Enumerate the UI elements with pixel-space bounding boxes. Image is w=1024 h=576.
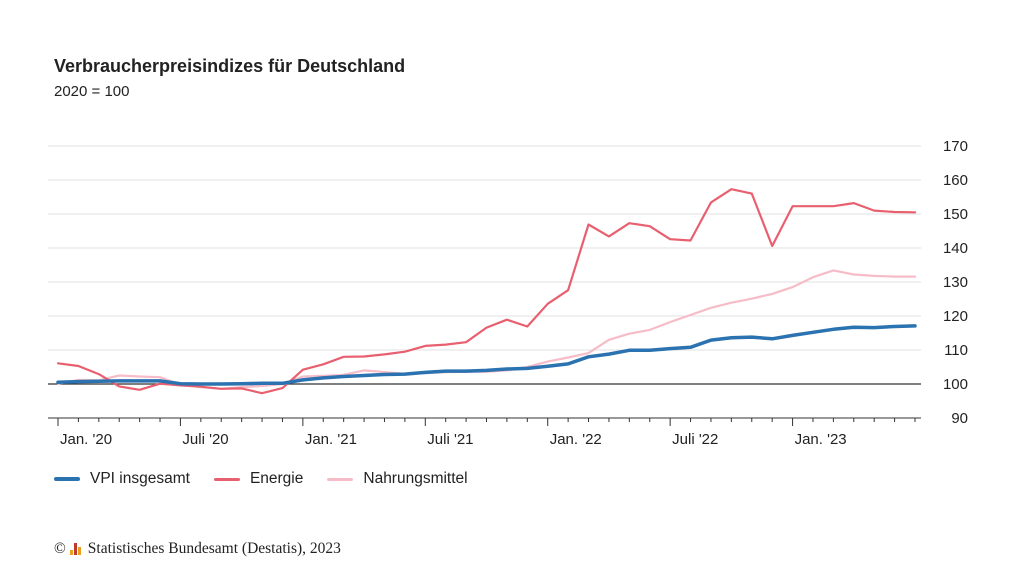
y-axis: 90 100 110 120 130 140 150 160 170 — [943, 138, 968, 427]
legend-label-nahrungsmittel: Nahrungsmittel — [363, 470, 468, 487]
x-tick-label: Jan. '21 — [305, 431, 357, 448]
copyright-symbol: © — [54, 540, 66, 557]
legend-item-vpi: VPI insgesamt — [54, 470, 190, 488]
y-tick-label-170: 170 — [943, 138, 968, 155]
legend-swatch-energie — [213, 477, 240, 481]
y-tick-label-150: 150 — [943, 206, 968, 223]
legend-label-vpi: VPI insgesamt — [90, 470, 190, 487]
y-tick-label-130: 130 — [943, 274, 968, 291]
series-lines — [56, 188, 917, 395]
y-tick-label-160: 160 — [943, 172, 968, 189]
grid-lines — [48, 145, 921, 385]
chart-title: Verbraucherpreisindizes für Deutschland — [54, 56, 406, 76]
legend-item-nahrungsmittel: Nahrungsmittel — [327, 470, 468, 488]
series-line-energie — [56, 188, 917, 395]
y-tick-label-110: 110 — [944, 342, 968, 359]
line-chart: 90 100 110 120 130 140 150 160 170 Jan. '20 Juli … — [48, 138, 968, 448]
y-tick-label-140: 140 — [943, 240, 968, 257]
x-tick-label: Jan. '23 — [795, 431, 847, 448]
chart-subtitle: 2020 = 100 — [54, 83, 130, 100]
legend-item-energie: Energie — [213, 470, 304, 488]
series-line-vpi — [56, 324, 917, 386]
x-tick-label: Jan. '22 — [550, 431, 602, 448]
legend-label-energie: Energie — [249, 470, 304, 487]
source-credit: © Statistisches Bundesamt (Destatis), 20… — [54, 540, 341, 558]
x-tick-label: Juli '22 — [672, 431, 718, 448]
legend-swatch-nahrungsmittel — [327, 477, 354, 481]
y-tick-label-100: 100 — [943, 376, 968, 393]
y-tick-label-90: 90 — [951, 410, 968, 427]
x-axis: Jan. '20 Juli '20 Jan. '21 Juli '21 Jan. '22… — [48, 417, 921, 448]
x-tick-label: Juli '20 — [182, 431, 228, 448]
y-tick-label-120: 120 — [943, 308, 968, 325]
destatis-logo-icon — [69, 543, 82, 555]
legend: VPI insgesamt Energie Nahrungsmittel — [54, 470, 492, 488]
source-text: Statistisches Bundesamt (Destatis), 2023 — [87, 540, 341, 557]
legend-swatch-vpi — [54, 477, 80, 481]
x-tick-label: Jan. '20 — [60, 431, 112, 448]
x-tick-label: Juli '21 — [427, 431, 473, 448]
